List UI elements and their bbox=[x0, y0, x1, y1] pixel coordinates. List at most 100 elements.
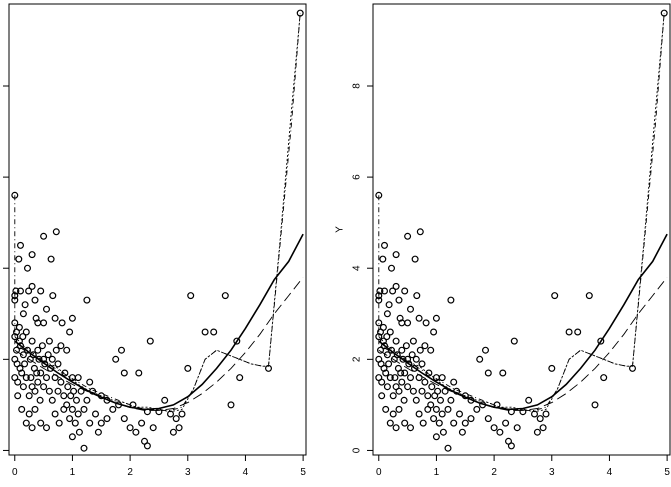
data-point bbox=[143, 442, 151, 450]
data-point bbox=[44, 351, 52, 359]
data-point bbox=[375, 296, 383, 304]
data-point bbox=[395, 405, 403, 413]
data-point bbox=[221, 292, 229, 300]
data-point bbox=[94, 428, 102, 436]
data-point bbox=[51, 314, 59, 322]
data-point bbox=[17, 342, 25, 350]
data-point bbox=[435, 419, 443, 427]
data-point bbox=[42, 305, 50, 313]
data-point bbox=[66, 415, 74, 423]
data-point bbox=[34, 346, 42, 354]
data-point bbox=[74, 410, 82, 418]
data-point bbox=[461, 419, 469, 427]
data-point bbox=[146, 337, 154, 345]
data-point bbox=[385, 301, 393, 309]
data-point bbox=[17, 287, 25, 295]
data-point bbox=[21, 360, 29, 368]
data-point bbox=[37, 287, 45, 295]
data-point bbox=[447, 396, 455, 404]
data-point bbox=[68, 433, 76, 441]
data-point bbox=[450, 419, 458, 427]
data-point bbox=[66, 328, 74, 336]
data-point bbox=[28, 337, 36, 345]
data-point bbox=[476, 355, 484, 363]
x-tick-label: 3 bbox=[185, 467, 191, 478]
data-point bbox=[187, 292, 195, 300]
left-panel: 0 1 2 3 4 5 bbox=[3, 3, 307, 478]
data-point bbox=[402, 342, 410, 350]
data-point bbox=[22, 328, 30, 336]
data-point bbox=[585, 292, 593, 300]
data-point bbox=[519, 408, 527, 416]
data-point bbox=[392, 282, 400, 290]
data-point bbox=[530, 410, 538, 418]
data-point bbox=[167, 410, 175, 418]
data-point bbox=[397, 369, 405, 377]
data-point bbox=[40, 355, 48, 363]
data-point bbox=[60, 392, 68, 400]
data-point bbox=[399, 355, 407, 363]
data-point bbox=[398, 378, 406, 386]
data-point bbox=[15, 337, 23, 345]
data-point bbox=[52, 228, 60, 236]
data-point bbox=[490, 424, 498, 432]
data-point bbox=[58, 319, 66, 327]
data-point bbox=[11, 296, 19, 304]
data-point bbox=[413, 292, 421, 300]
data-point bbox=[404, 319, 412, 327]
data-point bbox=[149, 424, 157, 432]
data-point bbox=[408, 351, 416, 359]
x-tick-label: 4 bbox=[243, 467, 249, 478]
data-point bbox=[28, 424, 36, 432]
data-point bbox=[201, 328, 209, 336]
data-point bbox=[46, 364, 54, 372]
data-point bbox=[14, 392, 22, 400]
x-tick-label: 4 bbox=[607, 467, 613, 478]
x-tick-label: 0 bbox=[376, 467, 382, 478]
data-point bbox=[432, 433, 440, 441]
data-point bbox=[382, 369, 390, 377]
data-point bbox=[33, 369, 41, 377]
data-point bbox=[536, 415, 544, 423]
data-point bbox=[129, 401, 137, 409]
data-point bbox=[61, 369, 69, 377]
data-point bbox=[600, 374, 608, 382]
x-tick-label: 3 bbox=[549, 467, 555, 478]
data-point bbox=[427, 346, 435, 354]
data-point bbox=[411, 255, 419, 263]
data-point bbox=[379, 337, 387, 345]
data-point bbox=[418, 387, 426, 395]
data-point bbox=[409, 387, 417, 395]
data-point bbox=[63, 401, 71, 409]
data-point bbox=[381, 287, 389, 295]
data-point bbox=[28, 282, 36, 290]
data-point bbox=[388, 264, 396, 272]
data-point bbox=[42, 424, 50, 432]
data-point bbox=[482, 346, 490, 354]
data-point bbox=[48, 355, 56, 363]
data-point bbox=[41, 360, 49, 368]
data-point bbox=[32, 314, 40, 322]
data-point bbox=[109, 405, 117, 413]
data-point bbox=[383, 383, 391, 391]
data-point bbox=[450, 378, 458, 386]
data-point bbox=[400, 396, 408, 404]
data-point bbox=[430, 415, 438, 423]
data-point bbox=[25, 287, 33, 295]
data-point bbox=[132, 428, 140, 436]
data-point bbox=[11, 292, 19, 300]
data-point bbox=[393, 351, 401, 359]
data-point bbox=[383, 351, 391, 359]
data-point bbox=[392, 337, 400, 345]
data-point bbox=[437, 396, 445, 404]
data-point bbox=[395, 296, 403, 304]
data-point bbox=[31, 405, 39, 413]
data-point bbox=[80, 405, 88, 413]
data-point bbox=[432, 405, 440, 413]
data-point bbox=[155, 408, 163, 416]
data-point bbox=[25, 410, 33, 418]
data-point bbox=[233, 337, 241, 345]
data-point bbox=[75, 428, 83, 436]
data-point bbox=[392, 424, 400, 432]
x-tick-label: 0 bbox=[12, 467, 18, 478]
